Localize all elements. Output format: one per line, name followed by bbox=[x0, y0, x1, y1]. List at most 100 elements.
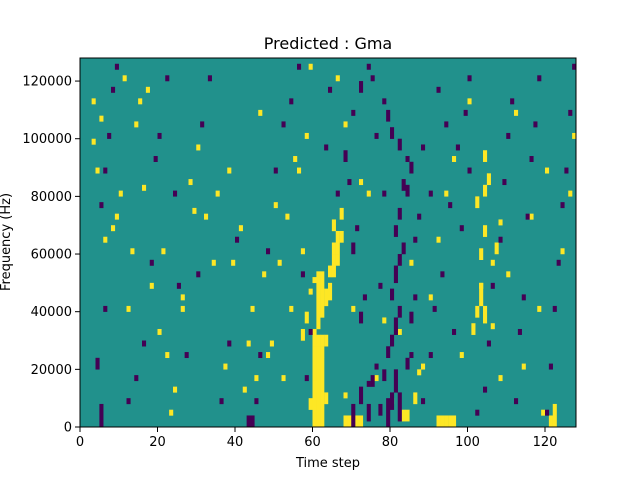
heatmap-cell-low bbox=[421, 398, 426, 405]
heatmap-cell-high bbox=[211, 259, 216, 266]
heatmap-cell-high bbox=[91, 138, 96, 145]
heatmap-cell-high bbox=[269, 340, 274, 347]
heatmap-cell-low bbox=[304, 375, 309, 382]
heatmap-cell-high bbox=[328, 282, 333, 301]
heatmap-cell-high bbox=[149, 282, 154, 289]
heatmap-cell-low bbox=[99, 403, 104, 428]
heatmap-cell-high bbox=[440, 415, 445, 428]
heatmap-cell-high bbox=[308, 398, 313, 410]
heatmap-cell-low bbox=[444, 121, 449, 128]
heatmap-cell-high bbox=[180, 305, 185, 312]
x-tick-label: 40 bbox=[227, 435, 244, 450]
heatmap-cell-low bbox=[510, 98, 515, 105]
heatmap-cell-low bbox=[397, 207, 402, 220]
heatmap-cell-low bbox=[393, 225, 398, 237]
heatmap-cell-high bbox=[545, 167, 550, 174]
heatmap-cell-high bbox=[308, 63, 313, 70]
heatmap-cell-low bbox=[219, 398, 224, 405]
heatmap-cell-low bbox=[273, 167, 278, 174]
heatmap-cell-high bbox=[215, 190, 220, 197]
heatmap-cell-low bbox=[393, 265, 398, 284]
heatmap-cell-high bbox=[479, 282, 484, 307]
heatmap-cell-high bbox=[343, 121, 348, 128]
heatmap-cell-low bbox=[149, 259, 154, 266]
heatmap-cell-low bbox=[134, 375, 139, 382]
heatmap-cell-high bbox=[568, 190, 573, 197]
heatmap-cell-high bbox=[413, 392, 418, 405]
heatmap-cell-high bbox=[331, 242, 336, 255]
heatmap-cell-low bbox=[467, 75, 472, 82]
heatmap-background bbox=[80, 58, 576, 427]
heatmap-cell-high bbox=[475, 196, 480, 209]
heatmap-cell-high bbox=[409, 259, 414, 266]
heatmap-cell-high bbox=[266, 352, 271, 359]
heatmap-cell-low bbox=[556, 259, 561, 266]
heatmap-cell-high bbox=[320, 346, 325, 359]
heatmap-cell-low bbox=[467, 167, 472, 174]
heatmap-cell-high bbox=[483, 184, 488, 197]
heatmap-cell-high bbox=[145, 86, 150, 93]
heatmap-cell-high bbox=[95, 167, 100, 174]
heatmap-cell-high bbox=[300, 248, 305, 255]
heatmap-cell-high bbox=[242, 386, 247, 393]
heatmap-cell-low bbox=[417, 213, 422, 220]
y-tick-label: 20000 bbox=[31, 363, 72, 378]
heatmap-cell-high bbox=[227, 167, 232, 174]
x-axis-label: Time step bbox=[295, 456, 360, 471]
x-tick-label: 80 bbox=[382, 435, 399, 450]
heatmap-cell-low bbox=[436, 86, 441, 93]
heatmap-cell-low bbox=[498, 236, 503, 243]
heatmap-cell-high bbox=[165, 352, 170, 359]
heatmap-cell-low bbox=[328, 86, 333, 93]
heatmap-cell-low bbox=[359, 386, 364, 405]
heatmap-cell-high bbox=[285, 213, 290, 220]
plot-frame bbox=[79, 57, 577, 428]
heatmap-cell-low bbox=[281, 121, 286, 128]
heatmap-cell-high bbox=[359, 415, 364, 428]
heatmap-cell-low bbox=[428, 190, 433, 197]
heatmap-cell-low bbox=[343, 150, 348, 162]
x-axis: 0 20 40 60 80 100 120 bbox=[76, 427, 557, 450]
heatmap-cell-low bbox=[165, 75, 170, 82]
heatmap-cell-low bbox=[390, 288, 395, 301]
heatmap-cell-high bbox=[122, 75, 127, 82]
heatmap-cell-high bbox=[316, 271, 321, 330]
heatmap-cell-low bbox=[126, 398, 131, 405]
heatmap-cell-low bbox=[452, 328, 457, 335]
x-tick-label: 60 bbox=[304, 435, 321, 450]
heatmap-cell-high bbox=[359, 179, 364, 186]
heatmap-cell-low bbox=[227, 340, 232, 347]
heatmap-cell-high bbox=[273, 202, 278, 209]
heatmap-cell-low bbox=[533, 121, 538, 128]
heatmap-cell-high bbox=[382, 317, 387, 324]
heatmap-cell-high bbox=[343, 415, 348, 428]
heatmap-cell-low bbox=[374, 132, 379, 139]
heatmap-cell-low bbox=[514, 398, 519, 405]
heatmap-cell-high bbox=[138, 98, 143, 105]
heatmap-cell-high bbox=[467, 98, 472, 105]
heatmap-cell-low bbox=[397, 254, 402, 266]
heatmap-cell-low bbox=[99, 202, 104, 209]
heatmap-cell-low bbox=[390, 127, 395, 139]
heatmap-cell-low bbox=[351, 109, 356, 116]
heatmap-cell-high bbox=[436, 236, 441, 243]
heatmap-cell-low bbox=[103, 305, 108, 312]
heatmap-cell-low bbox=[409, 311, 414, 324]
heatmap-cell-high bbox=[250, 305, 255, 312]
heatmap-cell-low bbox=[366, 63, 371, 70]
heatmap-cell-high bbox=[289, 305, 294, 312]
heatmap-cell-low bbox=[397, 138, 402, 151]
heatmap-cell-high bbox=[300, 328, 305, 341]
heatmap-cell-high bbox=[312, 380, 317, 393]
heatmap-cell-low bbox=[382, 98, 387, 105]
heatmap-cell-high bbox=[324, 334, 329, 347]
heatmap-cell-high bbox=[448, 415, 453, 428]
heatmap-cell-high bbox=[444, 415, 449, 428]
heatmap-cell-high bbox=[324, 392, 329, 405]
heatmap-cell-low bbox=[324, 144, 329, 151]
x-tick-label: 20 bbox=[149, 435, 166, 450]
heatmap-cell-high bbox=[366, 190, 371, 197]
heatmap-cell-high bbox=[355, 415, 360, 428]
heatmap-cell-high bbox=[335, 230, 340, 255]
heatmap-cell-low bbox=[351, 242, 356, 255]
